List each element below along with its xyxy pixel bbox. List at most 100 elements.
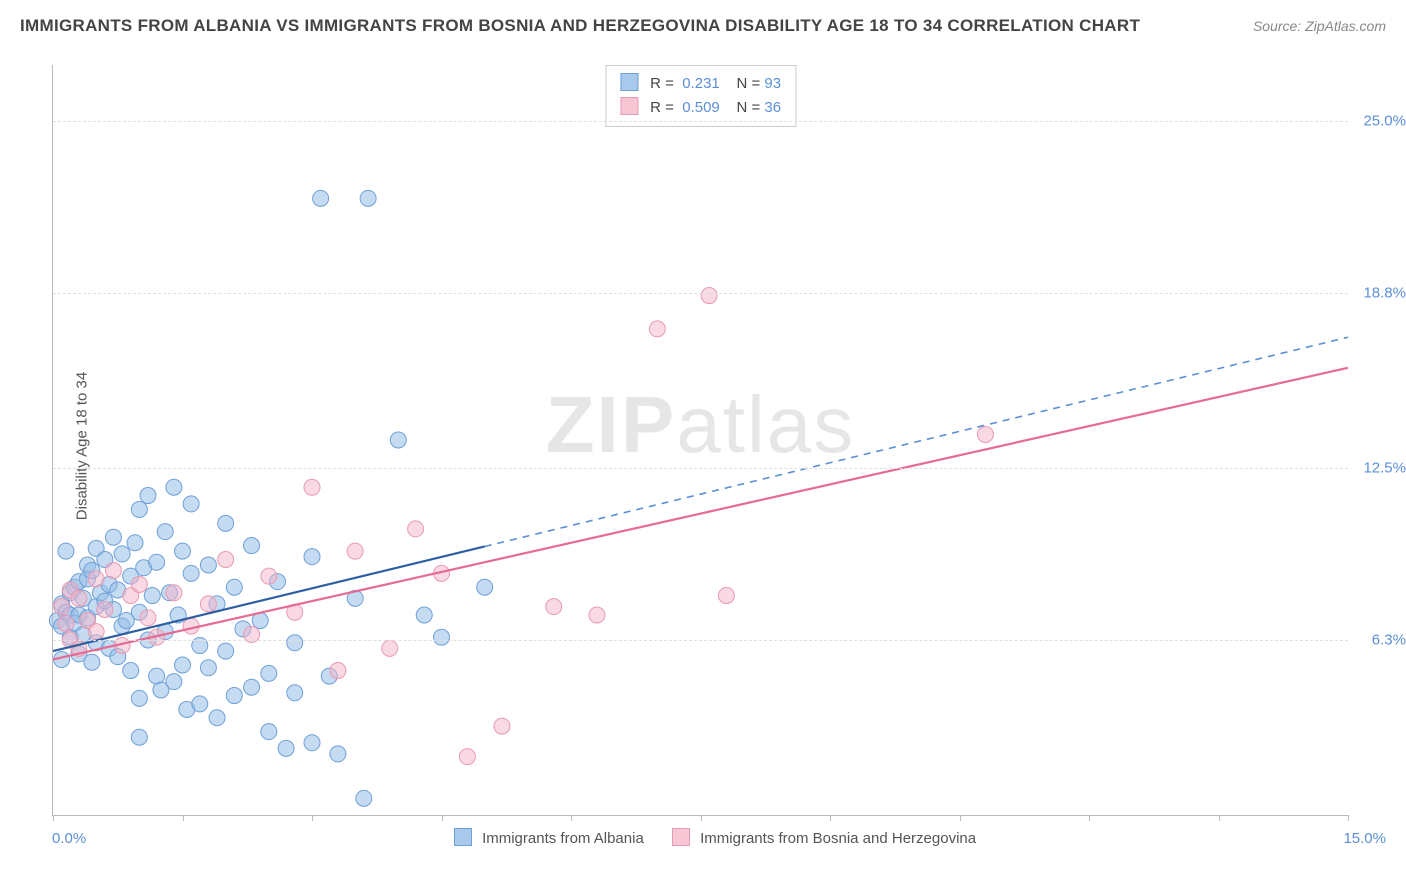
x-tick — [1348, 815, 1349, 821]
data-point — [140, 488, 156, 504]
series-legend: Immigrants from Albania Immigrants from … — [0, 828, 1406, 847]
data-point — [131, 729, 147, 745]
data-point — [218, 551, 234, 567]
data-point — [226, 579, 242, 595]
data-point — [131, 501, 147, 517]
chart-title: IMMIGRANTS FROM ALBANIA VS IMMIGRANTS FR… — [20, 16, 1140, 36]
data-point — [175, 657, 191, 673]
trendline-a-dashed — [485, 337, 1348, 546]
data-point — [494, 718, 510, 734]
trendline-b — [53, 368, 1348, 660]
data-point — [183, 565, 199, 581]
data-point — [218, 643, 234, 659]
data-point — [149, 554, 165, 570]
data-point — [226, 688, 242, 704]
legend-a-label: Immigrants from Albania — [482, 830, 644, 847]
data-point — [88, 624, 104, 640]
x-tick — [1089, 815, 1090, 821]
gridline — [53, 293, 1348, 294]
data-point — [304, 735, 320, 751]
x-tick — [571, 815, 572, 821]
chart-source: Source: ZipAtlas.com — [1253, 18, 1386, 34]
data-point — [390, 432, 406, 448]
data-point — [313, 190, 329, 206]
data-point — [287, 635, 303, 651]
correlation-legend: R = 0.231 N = 93 R = 0.509 N = 36 — [605, 65, 796, 127]
x-tick — [53, 815, 54, 821]
x-tick — [183, 815, 184, 821]
data-point — [140, 610, 156, 626]
data-point — [360, 190, 376, 206]
x-tick — [1219, 815, 1220, 821]
y-tick-label: 6.3% — [1372, 632, 1406, 649]
data-point — [54, 599, 70, 615]
data-point — [356, 790, 372, 806]
data-point — [200, 557, 216, 573]
data-point — [261, 724, 277, 740]
swatch-b-icon — [672, 828, 690, 846]
data-point — [244, 679, 260, 695]
data-point — [131, 690, 147, 706]
data-point — [649, 321, 665, 337]
data-point — [347, 543, 363, 559]
trendline-a-solid — [53, 546, 485, 651]
data-point — [459, 749, 475, 765]
data-point — [58, 615, 74, 631]
x-tick — [442, 815, 443, 821]
data-point — [123, 663, 139, 679]
data-point — [84, 654, 100, 670]
data-point — [175, 543, 191, 559]
data-point — [287, 685, 303, 701]
data-point — [114, 546, 130, 562]
data-point — [261, 568, 277, 584]
data-point — [589, 607, 605, 623]
data-point — [97, 601, 113, 617]
scatter-svg — [53, 65, 1348, 815]
data-point — [244, 538, 260, 554]
gridline — [53, 121, 1348, 122]
data-point — [477, 579, 493, 595]
data-point — [218, 515, 234, 531]
data-point — [546, 599, 562, 615]
data-point — [304, 479, 320, 495]
swatch-b-icon — [620, 97, 638, 115]
x-tick — [960, 815, 961, 821]
data-point — [157, 524, 173, 540]
plot-area: ZIPatlas R = 0.231 N = 93 R = 0.509 N = … — [52, 65, 1348, 816]
gridline — [53, 640, 1348, 641]
data-point — [88, 571, 104, 587]
data-point — [701, 288, 717, 304]
gridline — [53, 468, 1348, 469]
data-point — [261, 665, 277, 681]
legend-b-label: Immigrants from Bosnia and Herzegovina — [700, 830, 976, 847]
data-point — [330, 663, 346, 679]
data-point — [192, 696, 208, 712]
x-tick — [312, 815, 313, 821]
data-point — [131, 576, 147, 592]
data-point — [330, 746, 346, 762]
data-point — [127, 535, 143, 551]
data-point — [408, 521, 424, 537]
y-tick-label: 18.8% — [1363, 284, 1406, 301]
data-point — [183, 496, 199, 512]
data-point — [144, 588, 160, 604]
data-point — [166, 674, 182, 690]
data-point — [105, 563, 121, 579]
y-tick-label: 12.5% — [1363, 459, 1406, 476]
data-point — [434, 629, 450, 645]
data-point — [382, 640, 398, 656]
y-tick-label: 25.0% — [1363, 112, 1406, 129]
x-tick — [701, 815, 702, 821]
data-point — [977, 426, 993, 442]
data-point — [416, 607, 432, 623]
data-point — [105, 529, 121, 545]
data-point — [71, 590, 87, 606]
x-tick — [830, 815, 831, 821]
corr-row-a: R = 0.231 N = 93 — [620, 72, 781, 96]
swatch-a-icon — [454, 828, 472, 846]
data-point — [718, 588, 734, 604]
data-point — [200, 660, 216, 676]
data-point — [58, 543, 74, 559]
data-point — [278, 740, 294, 756]
data-point — [209, 710, 225, 726]
